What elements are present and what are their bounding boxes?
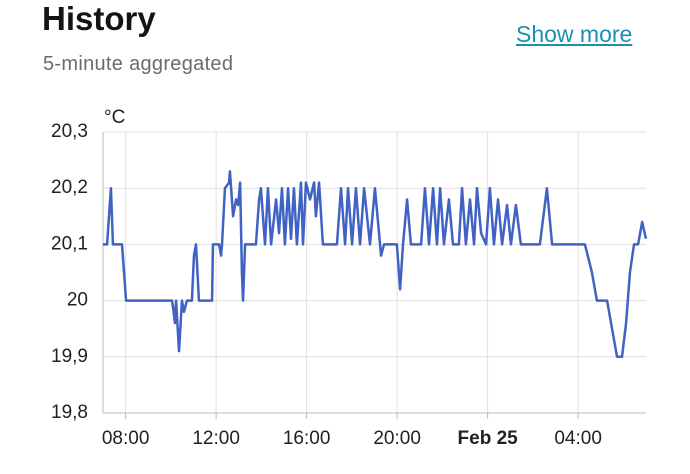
x-tick-label: 20:00 — [373, 428, 421, 449]
y-tick-label: 20,1 — [51, 233, 88, 254]
y-tick-label: 20,3 — [51, 121, 88, 142]
x-tick-label: 08:00 — [102, 428, 150, 449]
card-subtitle: 5-minute aggregated — [43, 53, 234, 75]
y-tick-label: 20 — [67, 290, 88, 311]
y-tick-label: 19,8 — [51, 402, 88, 423]
x-tick-label: 04:00 — [554, 428, 602, 449]
card-title: History — [42, 0, 156, 37]
x-tick-label: 12:00 — [192, 428, 240, 449]
show-more-link[interactable]: Show more — [516, 21, 633, 47]
x-tick-label: Feb 25 — [458, 428, 519, 449]
y-unit: °C — [104, 107, 125, 128]
x-tick-label: 16:00 — [283, 428, 331, 449]
y-tick-label: 20,2 — [51, 177, 88, 198]
series-line — [103, 170, 648, 359]
y-tick-label: 19,9 — [51, 346, 88, 367]
